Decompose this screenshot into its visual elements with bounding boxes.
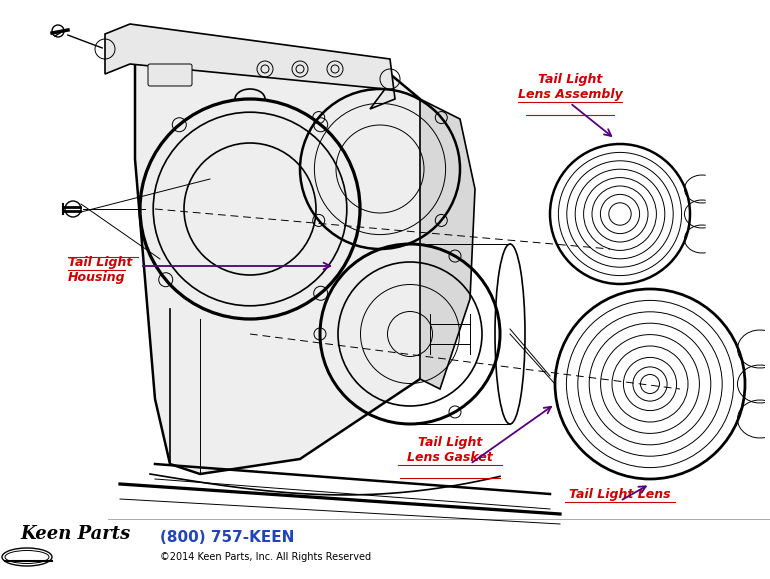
Text: Tail Light
Lens Assembly: Tail Light Lens Assembly bbox=[517, 73, 622, 101]
Text: Tail Light Lens: Tail Light Lens bbox=[569, 488, 671, 501]
Polygon shape bbox=[420, 99, 475, 389]
Text: Tail Light
Housing: Tail Light Housing bbox=[68, 256, 132, 284]
Text: Tail Light
Lens Gasket: Tail Light Lens Gasket bbox=[407, 436, 493, 464]
FancyBboxPatch shape bbox=[148, 64, 192, 86]
Text: Keen Parts: Keen Parts bbox=[20, 525, 130, 543]
Text: ©2014 Keen Parts, Inc. All Rights Reserved: ©2014 Keen Parts, Inc. All Rights Reserv… bbox=[160, 552, 371, 562]
Text: (800) 757-KEEN: (800) 757-KEEN bbox=[160, 530, 294, 544]
Polygon shape bbox=[135, 39, 455, 474]
Polygon shape bbox=[105, 24, 395, 109]
